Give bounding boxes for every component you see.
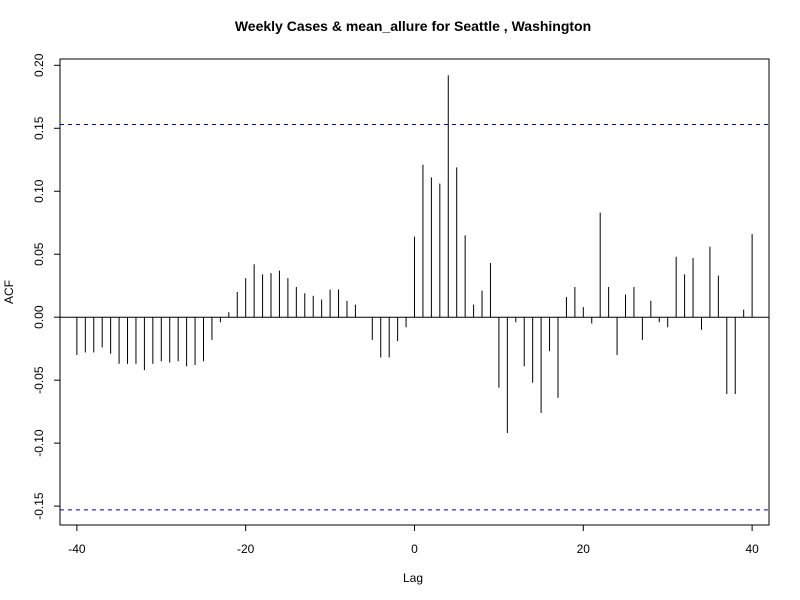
y-axis-label: ACF <box>2 280 16 304</box>
y-tick-label: -0.15 <box>32 492 46 520</box>
y-tick-label: 0.15 <box>32 116 46 140</box>
x-axis-label: Lag <box>403 571 423 585</box>
y-tick-label: -0.10 <box>32 429 46 457</box>
x-axis: -40 -20 0 20 40 <box>68 524 759 556</box>
x-tick-label: -40 <box>68 542 86 556</box>
chart-title: Weekly Cases & mean_allure for Seattle ,… <box>235 18 591 34</box>
y-tick-label: 0.00 <box>32 305 46 329</box>
confidence-bounds <box>60 123 769 511</box>
x-tick-label: 40 <box>745 542 759 556</box>
x-tick-label: -20 <box>237 542 255 556</box>
x-tick-label: 20 <box>577 542 591 556</box>
y-tick-label: 0.20 <box>32 53 46 77</box>
y-tick-label: -0.05 <box>32 366 46 394</box>
y-tick-label: 0.05 <box>32 242 46 266</box>
y-axis: -0.15 -0.10 -0.05 0.00 0.05 0.10 0.15 0.20 <box>32 53 61 520</box>
x-tick-label: 0 <box>411 542 418 556</box>
y-tick-label: 0.10 <box>32 179 46 203</box>
acf-bars <box>76 75 753 434</box>
